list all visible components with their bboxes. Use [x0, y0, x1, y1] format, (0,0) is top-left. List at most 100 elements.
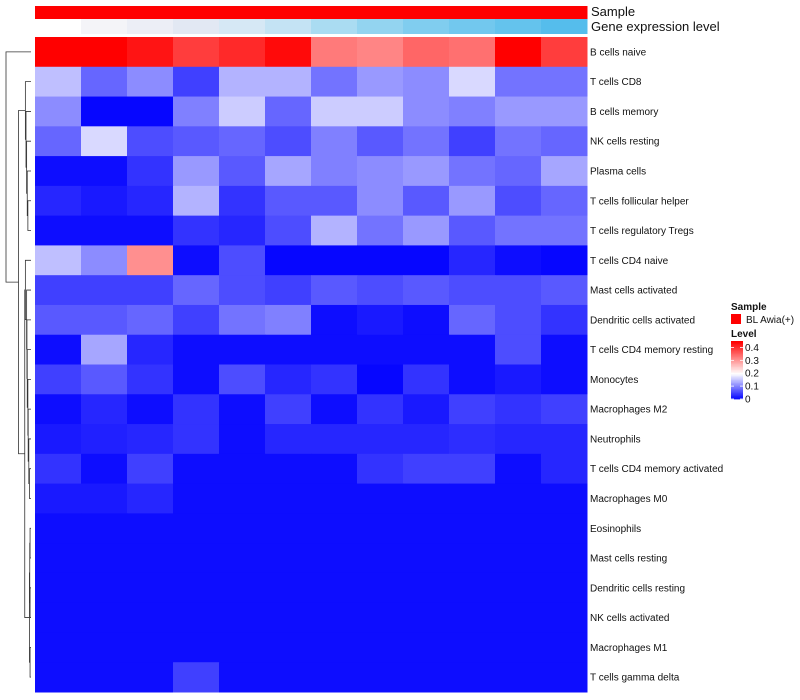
heatmap-cell [311, 156, 358, 187]
dendrogram-branch [27, 200, 31, 231]
heatmap-cell [127, 453, 174, 485]
heatmap-cell [357, 602, 404, 633]
heatmap-cell [357, 275, 404, 306]
heatmap-cell [127, 156, 174, 187]
legend-ticks: 0.4 0.3 0.2 0.1 0 [731, 343, 759, 406]
heatmap-cell [495, 37, 542, 68]
heatmap-cell [449, 37, 496, 68]
heatmap-cell [311, 662, 358, 693]
row-label-macrophages-m0: Macrophages M0 [590, 494, 668, 505]
heatmap-cell [541, 334, 588, 365]
sample-track-cell [219, 6, 266, 19]
heatmap-cell [173, 126, 220, 157]
legend-bar-segment [731, 354, 743, 356]
heatmap-cell [403, 424, 450, 455]
heatmap-cell [35, 156, 82, 187]
legend-bar-segment [731, 361, 743, 364]
legend-tick-label: 0.1 [745, 382, 759, 393]
heatmap-cell [449, 245, 496, 276]
legend-tick-label: 0.3 [745, 356, 759, 367]
heatmap-cell [541, 156, 588, 187]
heatmap-cell [219, 602, 266, 633]
legend-bar-segment [731, 362, 743, 365]
heatmap-cell [265, 96, 312, 127]
heatmap-cell [403, 215, 450, 246]
heatmap-cell [173, 572, 220, 604]
row-label-nk-cells-activated: NK cells activated [590, 613, 669, 624]
annotation-track-labels: Sample Gene expression level [591, 4, 720, 34]
heatmap-cell [495, 453, 542, 485]
heatmap-cell [403, 156, 450, 187]
row-label-macrophages-m2: Macrophages M2 [590, 405, 668, 416]
legend-tick-label: 0.4 [745, 343, 759, 354]
row-label-t-cells-cd8: T cells CD8 [590, 77, 642, 88]
heatmap-cell [219, 66, 266, 98]
heatmap-cell [35, 245, 82, 276]
row-label-t-cells-regulatory-tregs: T cells regulatory Tregs [590, 226, 694, 237]
heatmap-cell [35, 394, 82, 425]
heatmap-cell [127, 543, 174, 574]
heatmap-cell [81, 483, 128, 514]
heatmap-cell [357, 364, 404, 395]
heatmap-cell [357, 37, 404, 68]
legend-bar-segment [731, 390, 743, 393]
heatmap-cell [449, 156, 496, 187]
heatmap-cell [81, 543, 128, 574]
heatmap-cell [541, 394, 588, 425]
heatmap-cell [311, 632, 358, 663]
heatmap-cell [173, 662, 220, 693]
dendrogram-branch [29, 587, 31, 618]
heatmap-cell [127, 304, 174, 336]
legend-bar-segment [731, 365, 743, 368]
heatmap-cell [265, 453, 312, 485]
legend-level-title: Level [731, 329, 757, 340]
heatmap-cell [357, 304, 404, 336]
heatmap-cell [403, 602, 450, 633]
heatmap-cell [265, 662, 312, 693]
row-label-neutrophils: Neutrophils [590, 434, 641, 445]
heatmap-cell [449, 126, 496, 157]
heatmap-cell [81, 572, 128, 604]
row-label-dendritic-cells-resting: Dendritic cells resting [590, 583, 685, 594]
annotation-label-gene-expression: Gene expression level [591, 19, 720, 34]
heatmap-cell [81, 632, 128, 663]
heatmap-cell [449, 215, 496, 246]
row-label-mast-cells-activated: Mast cells activated [590, 286, 677, 297]
legend-bar-segment [731, 387, 743, 390]
heatmap-cell [81, 245, 128, 276]
heatmap-cell [127, 126, 174, 157]
row-label-t-cells-cd4-memory-activated: T cells CD4 memory activated [590, 464, 723, 475]
heatmap-cell [265, 304, 312, 336]
heatmap-cell [173, 215, 220, 246]
heatmap-cell [265, 37, 312, 68]
heatmap-cell [35, 513, 82, 544]
heatmap-cell [541, 632, 588, 663]
heatmap-cell [219, 156, 266, 187]
heatmap-cell [495, 156, 542, 187]
gene-expression-track-cell [495, 19, 542, 34]
heatmap-cell [127, 96, 174, 127]
heatmap-cell [35, 424, 82, 455]
heatmap-cell [35, 662, 82, 693]
legend-bar-segment [731, 393, 743, 396]
heatmap-cell [219, 513, 266, 544]
heatmap-cell [403, 453, 450, 485]
legend-bar-segment [731, 358, 743, 361]
heatmap-cell [403, 483, 450, 514]
heatmap-cell [311, 37, 358, 68]
heatmap-cell [265, 394, 312, 425]
annotation-label-sample: Sample [591, 4, 635, 19]
heatmap-cell [127, 632, 174, 663]
heatmap-cell [449, 543, 496, 574]
heatmap-cell [449, 394, 496, 425]
gene-expression-track-cell [265, 19, 312, 34]
heatmap-cell [541, 275, 588, 306]
heatmap-cell [357, 334, 404, 365]
sample-track-cell [35, 6, 82, 19]
legend-bar-segment [731, 355, 743, 358]
row-label-macrophages-m1: Macrophages M1 [590, 643, 668, 654]
heatmap-cell [495, 602, 542, 633]
row-label-t-cells-gamma-delta: T cells gamma delta [590, 673, 680, 684]
heatmap-cell [265, 364, 312, 395]
